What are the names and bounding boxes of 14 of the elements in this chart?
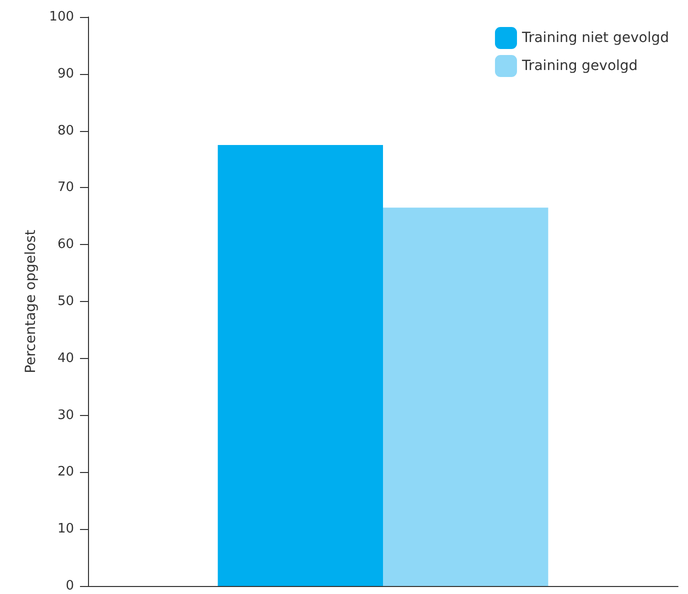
legend-label: Training gevolgd: [520, 58, 638, 74]
y-tick-label: 50: [57, 294, 74, 309]
y-tick-label: 70: [57, 180, 74, 196]
y-tick-label: 90: [57, 66, 74, 82]
y-tick-label: 30: [57, 408, 74, 423]
y-axis-title: Percentage opgelost: [23, 229, 39, 374]
y-tick-label: 20: [57, 464, 74, 480]
y-tick-label: 10: [57, 522, 74, 537]
y-tick-label: 60: [57, 237, 74, 252]
y-tick-label: 80: [57, 123, 74, 138]
y-tick-label: 100: [49, 10, 74, 24]
legend-label: Training niet gevolgd: [520, 30, 670, 46]
y-tick-label: 40: [57, 350, 74, 366]
y-tick-label: 0: [66, 578, 74, 594]
